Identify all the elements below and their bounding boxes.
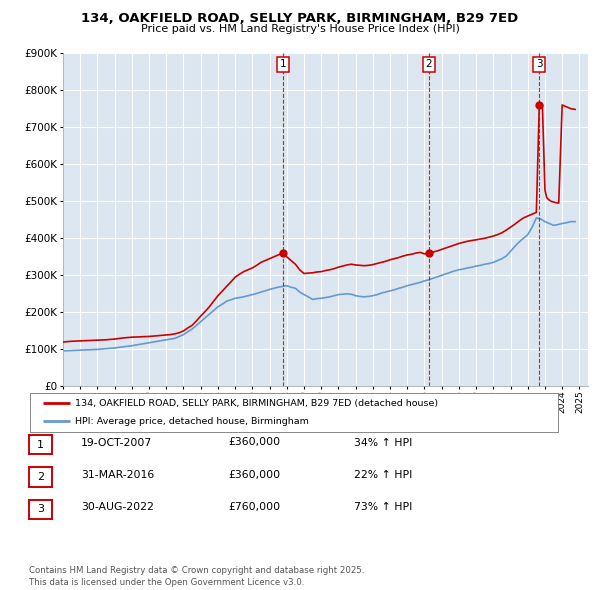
Text: 34% ↑ HPI: 34% ↑ HPI <box>354 438 412 447</box>
Text: 134, OAKFIELD ROAD, SELLY PARK, BIRMINGHAM, B29 7ED: 134, OAKFIELD ROAD, SELLY PARK, BIRMINGH… <box>82 12 518 25</box>
Text: 134, OAKFIELD ROAD, SELLY PARK, BIRMINGHAM, B29 7ED (detached house): 134, OAKFIELD ROAD, SELLY PARK, BIRMINGH… <box>75 399 438 408</box>
Text: £360,000: £360,000 <box>228 470 280 480</box>
Text: £360,000: £360,000 <box>228 438 280 447</box>
Text: Contains HM Land Registry data © Crown copyright and database right 2025.
This d: Contains HM Land Registry data © Crown c… <box>29 566 364 587</box>
Text: Price paid vs. HM Land Registry's House Price Index (HPI): Price paid vs. HM Land Registry's House … <box>140 24 460 34</box>
Text: HPI: Average price, detached house, Birmingham: HPI: Average price, detached house, Birm… <box>75 417 309 426</box>
Text: 73% ↑ HPI: 73% ↑ HPI <box>354 503 412 512</box>
Text: 22% ↑ HPI: 22% ↑ HPI <box>354 470 412 480</box>
Text: 2: 2 <box>425 59 432 69</box>
Text: 31-MAR-2016: 31-MAR-2016 <box>81 470 154 480</box>
Text: 3: 3 <box>37 504 44 514</box>
Text: 2: 2 <box>37 472 44 482</box>
Text: 1: 1 <box>280 59 287 69</box>
Text: 30-AUG-2022: 30-AUG-2022 <box>81 503 154 512</box>
Text: 19-OCT-2007: 19-OCT-2007 <box>81 438 152 447</box>
Text: £760,000: £760,000 <box>228 503 280 512</box>
Text: 1: 1 <box>37 440 44 450</box>
Text: 3: 3 <box>536 59 542 69</box>
